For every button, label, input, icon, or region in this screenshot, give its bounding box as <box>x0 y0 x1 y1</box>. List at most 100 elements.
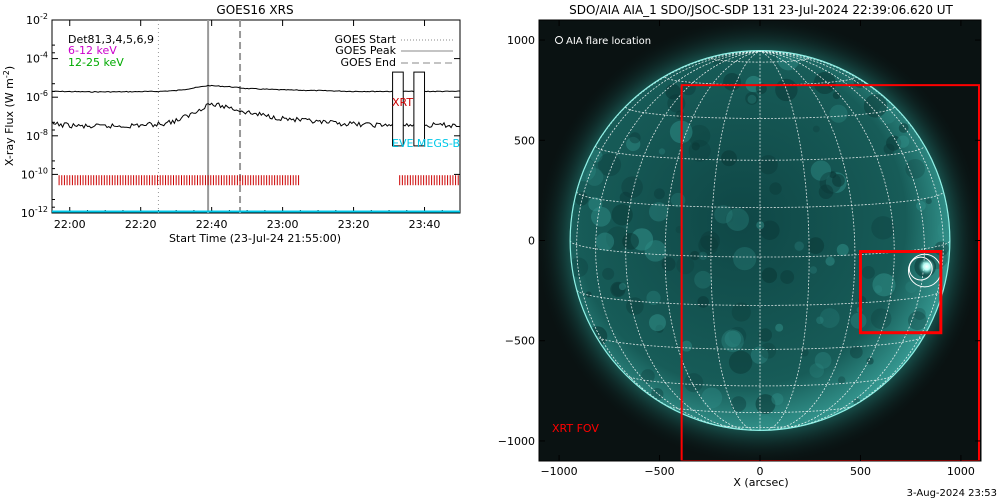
goes-x-tick-label: 22:20 <box>125 218 157 231</box>
sun-texture-blob <box>874 285 883 294</box>
sun-texture-blob <box>646 290 661 305</box>
sun-texture-blob <box>728 326 747 345</box>
sun-texture-blob <box>698 251 708 261</box>
sun-texture-blob <box>731 302 751 322</box>
goes-x-tick-label: 22:40 <box>196 218 228 231</box>
goes-y-tick-label: 10-10 <box>21 166 48 181</box>
sun-texture-blob <box>681 340 692 352</box>
sun-texture-blob <box>800 348 809 357</box>
aia-x-tick-label: −500 <box>644 465 674 478</box>
goes-y-tick-exp: -8 <box>40 128 48 137</box>
sun-texture-blob <box>626 297 644 315</box>
aia-y-tick-label: 0 <box>528 235 535 248</box>
grid-latitude-line <box>576 290 944 306</box>
sun-texture-blob <box>585 168 604 186</box>
sun-texture-blob <box>588 197 603 212</box>
sun-texture-blob <box>761 267 778 284</box>
sun-texture-blob <box>698 235 719 256</box>
aia-x-axis: −1000 −500 0 500 1000 <box>540 20 975 478</box>
aia-legend: AIA flare location <box>555 36 651 47</box>
goes-y-tick-base: 10 <box>21 207 35 220</box>
sun-texture-blob <box>619 191 632 204</box>
goes-title: GOES16 XRS <box>216 3 293 17</box>
goes-y-tick-label: 10-8 <box>26 128 48 143</box>
sun-texture-blob <box>724 330 742 348</box>
aia-y-tick-label: 1000 <box>507 34 535 47</box>
grid-longitude-line <box>759 51 944 419</box>
aia-legend-circle-icon <box>555 36 563 44</box>
sun-texture-blob <box>816 316 824 325</box>
aia-title: SDO/AIA AIA_1 SDO/JSOC-SDP 131 23-Jul-20… <box>569 3 953 17</box>
sun-texture-blob <box>728 350 753 374</box>
goes-xrt-window-0 <box>392 71 404 147</box>
sun-texture-blob <box>595 232 615 251</box>
goes-y-tick-base: 10 <box>26 130 40 143</box>
sun-texture-blob <box>721 329 744 352</box>
sun-texture-blob <box>771 393 784 406</box>
goes-plot-frame <box>51 19 461 214</box>
grid-longitude-line <box>710 51 761 431</box>
sun-texture-blob <box>760 342 777 359</box>
goes-eve-label: EVE MEGS-B <box>392 137 460 150</box>
sun-texture-blob <box>819 308 840 328</box>
sun-texture-blob <box>723 72 741 91</box>
sun-texture-blob <box>896 135 910 148</box>
sun-texture-blob <box>648 314 666 332</box>
sun-texture-blob <box>809 363 825 378</box>
goes-series <box>51 84 461 130</box>
goes-y-tick-base: 10 <box>21 168 35 181</box>
sun-texture-blob <box>733 247 757 271</box>
sun-texture-blob <box>591 206 611 227</box>
goes-y-tick-base: 10 <box>26 14 40 27</box>
aia-x-tick-label: −1000 <box>540 465 577 478</box>
sun-texture-blob <box>597 153 622 177</box>
sun-texture-blob <box>872 273 896 297</box>
sun-texture-blob <box>756 221 765 230</box>
sun-texture-blob <box>836 243 849 256</box>
sun-texture-blob <box>602 267 615 280</box>
sun-texture-blob <box>813 71 836 95</box>
sun-texture-blob <box>760 220 780 240</box>
sun-texture-blob <box>714 205 733 224</box>
goes-y-label-text: X-ray Flux (W m <box>3 78 16 166</box>
sun-texture-blob <box>725 214 734 223</box>
sun-limb <box>569 50 951 431</box>
sun-texture-blob <box>680 80 696 96</box>
goes-y-label-close: ) <box>3 66 16 70</box>
aia-y-tick-label: −500 <box>505 335 535 348</box>
heliographic-grid <box>570 51 950 431</box>
sun-texture-blob <box>747 94 757 104</box>
grid-longitude-line <box>759 51 810 431</box>
goes-y-tick-base: 10 <box>26 53 40 66</box>
sun-texture-blob <box>629 132 641 144</box>
sun-texture-blob <box>688 124 711 147</box>
goes-x-tick-label: 22:00 <box>54 218 86 231</box>
sun-texture-blob <box>661 257 676 272</box>
goes-series-line-1 <box>51 102 461 130</box>
goes-xrt-windows <box>392 71 426 147</box>
sun-texture-blob <box>618 282 627 291</box>
goes-y-tick-exp: -6 <box>40 89 48 98</box>
sun-texture-blob <box>925 198 932 205</box>
goes-y-tick-base: 10 <box>26 91 40 104</box>
xrt-fov-label: XRT FOV <box>552 422 599 435</box>
goes-y-tick-label: 10-4 <box>26 51 48 66</box>
sun-texture-blob <box>610 281 626 298</box>
goes-marker-strip <box>58 175 459 186</box>
flare-zoom-box <box>858 250 943 335</box>
sun-texture-blob <box>861 265 875 279</box>
goes-x-tick-label: 23:00 <box>267 218 299 231</box>
flare-location-circle-inner <box>908 256 933 281</box>
aia-image-content <box>539 20 981 461</box>
sun-texture-blob <box>697 296 710 308</box>
sun-texture-blob <box>691 142 700 151</box>
aia-y-tick-label: 500 <box>514 134 535 147</box>
sun-texture-blob <box>700 231 720 251</box>
sun-texture-blob <box>908 311 927 331</box>
goes-legend-end: GOES End <box>340 56 396 69</box>
goes-xrt-label: XRT <box>392 96 413 109</box>
sun-texture-blob <box>694 270 712 289</box>
sun-texture-blob <box>913 308 926 320</box>
